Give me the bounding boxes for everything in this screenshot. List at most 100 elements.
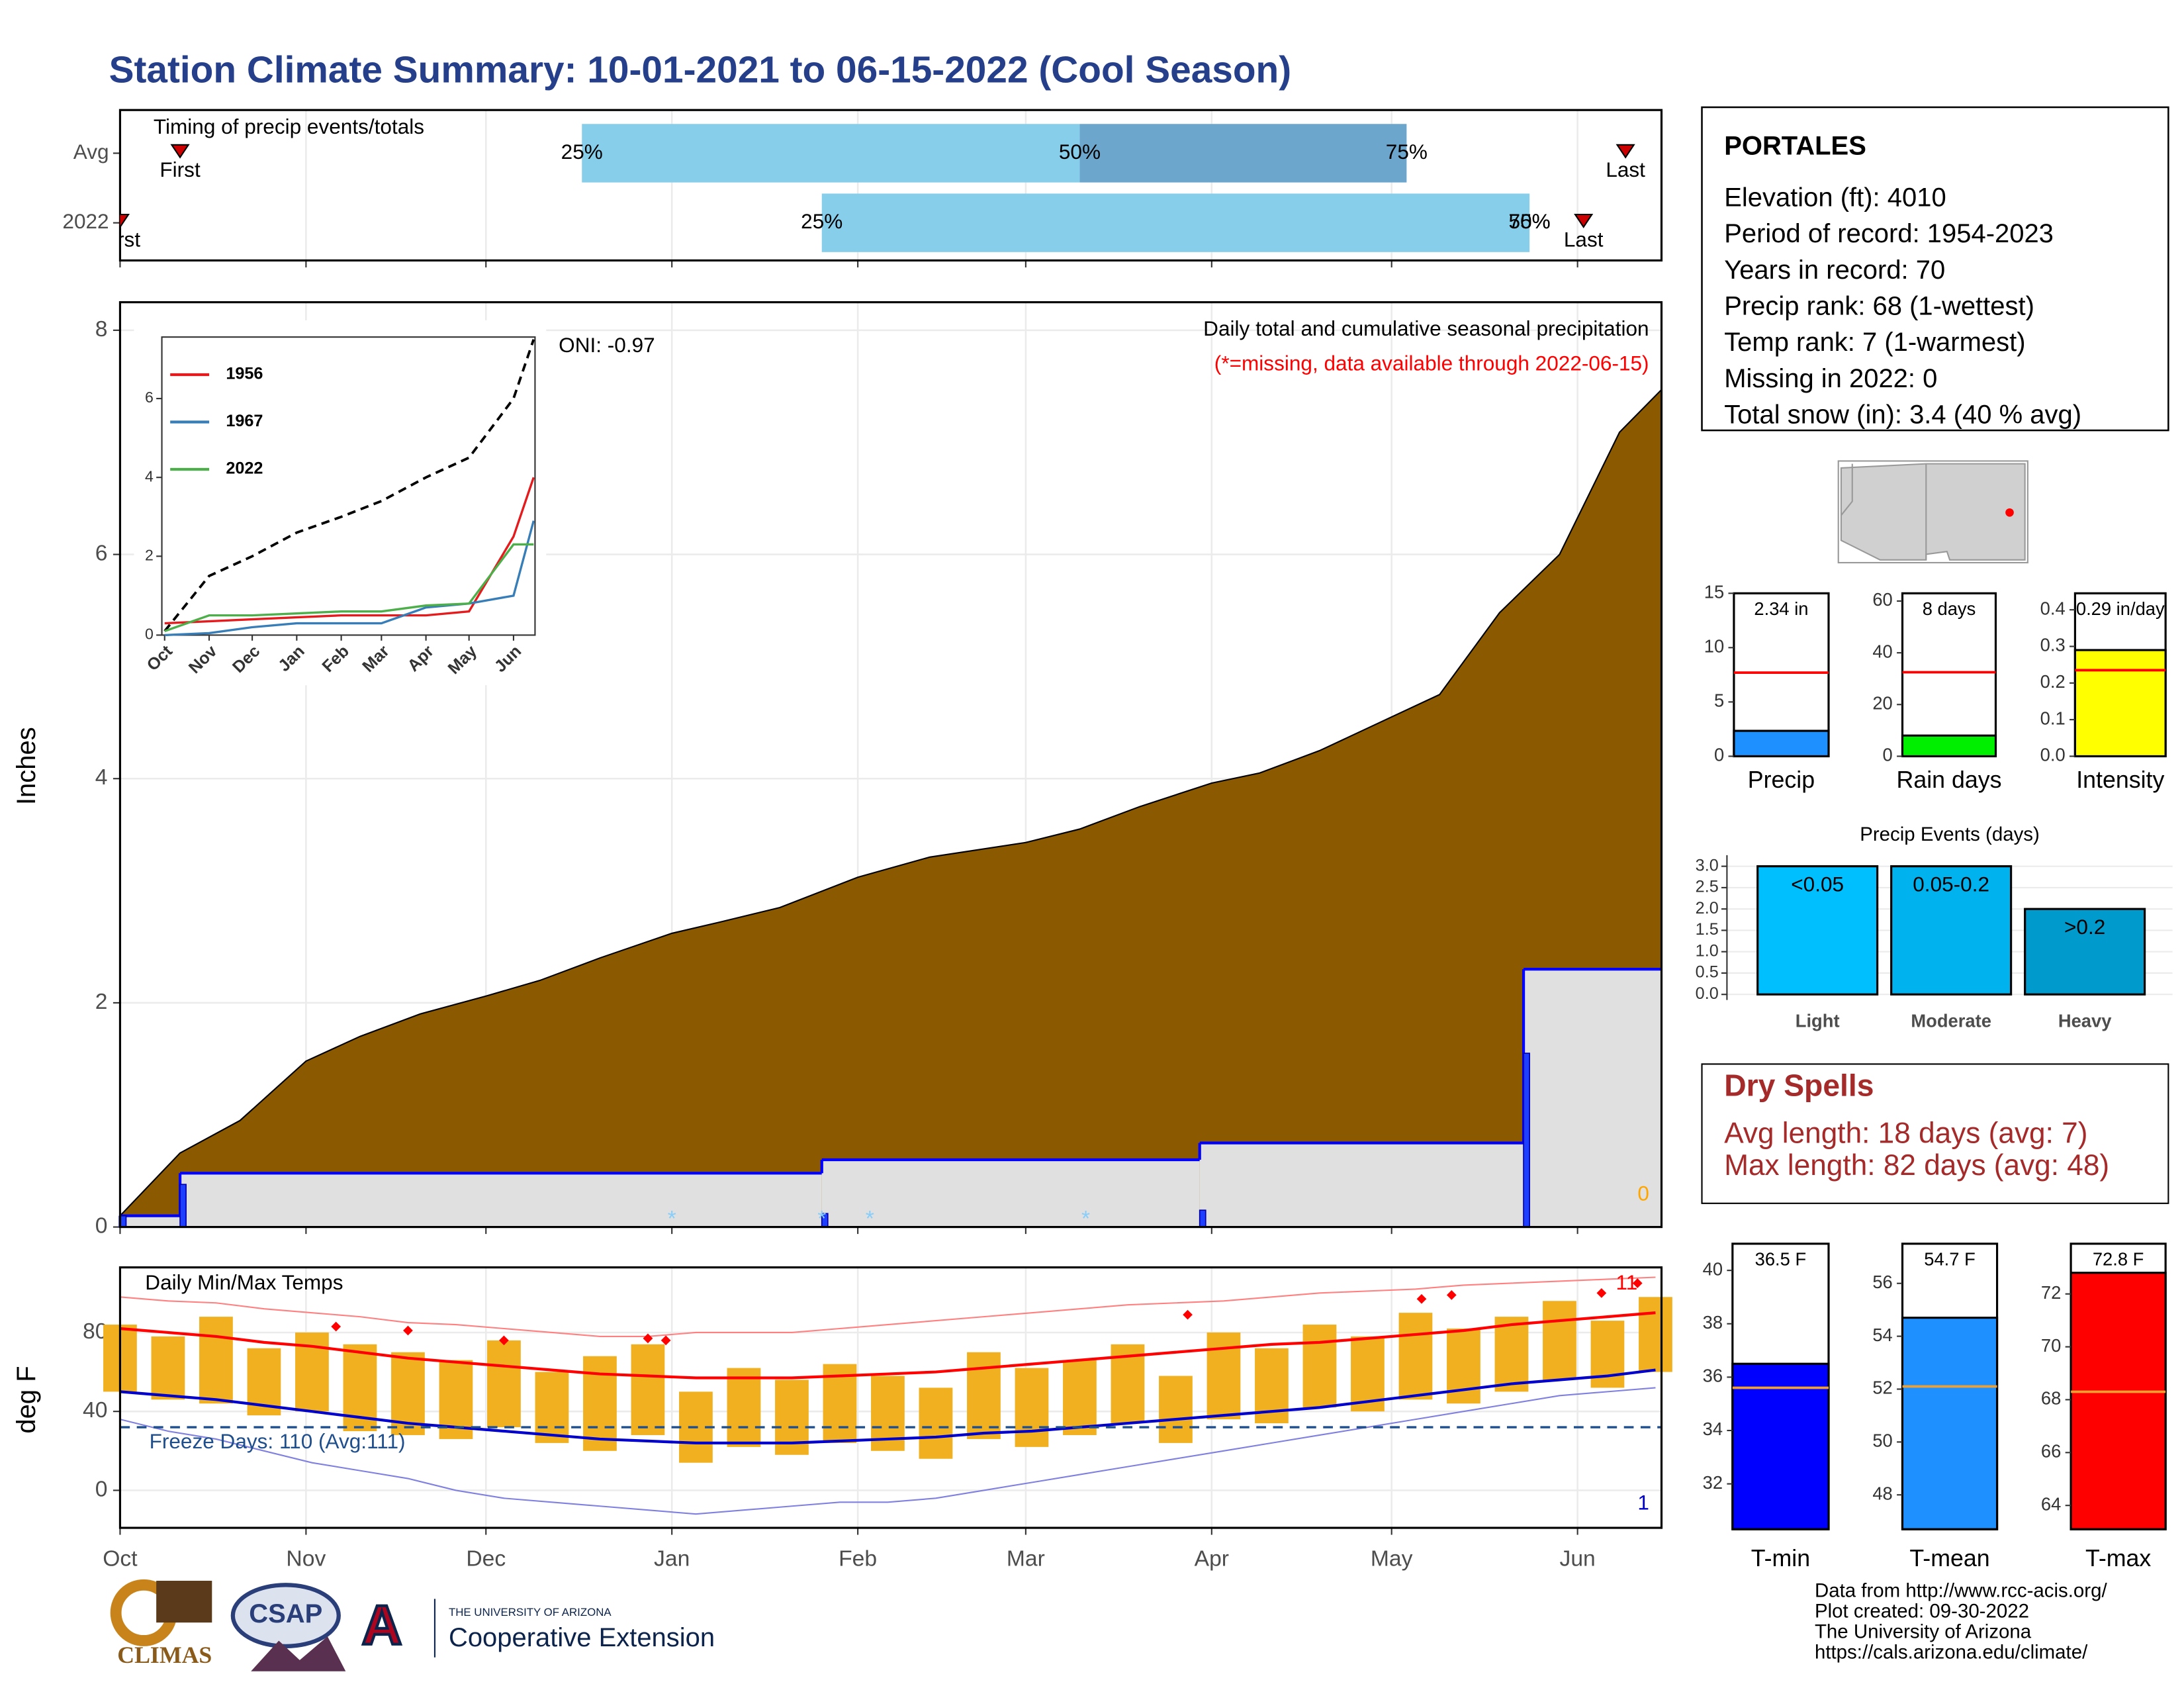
temp-range-bar — [631, 1344, 665, 1435]
footer: Data from http://www.rcc-acis.org/Plot c… — [1815, 1580, 2107, 1664]
y-tick-label: 0 — [95, 1477, 108, 1501]
quartile-label: 75% — [1509, 209, 1551, 233]
cumulative-2022 — [1199, 1143, 1524, 1227]
daily-bar — [179, 1184, 187, 1228]
quartile-bar — [821, 193, 1530, 252]
record-marker — [643, 1333, 653, 1344]
summary-bar — [2073, 649, 2167, 758]
dry-spells-line: Max length: 82 days (avg: 48) — [1724, 1149, 2109, 1182]
summary-bar — [1901, 1317, 1999, 1530]
temp-range-bar — [727, 1368, 761, 1447]
panel-title: Daily Min/Max Temps — [145, 1270, 343, 1294]
station-name: PORTALES — [1724, 132, 1866, 161]
summary-frame — [1901, 592, 1997, 758]
missing-marker: * — [1081, 1207, 1090, 1231]
y-tick-label: 0 — [1714, 745, 1724, 765]
avg-max-line — [120, 1311, 1656, 1380]
event-marker — [120, 213, 130, 228]
station-line: Precip rank: 68 (1-wettest) — [1724, 292, 2034, 321]
y-tick-label: 36 — [1703, 1366, 1723, 1386]
value-label: 72.8 F — [2093, 1248, 2144, 1269]
panel-frame — [118, 109, 1663, 262]
cumulative-2022 — [1524, 969, 1662, 1227]
value-label: 36.5 F — [1755, 1248, 1807, 1269]
x-tick-label: Light — [1796, 1011, 1840, 1031]
y-tick-label: 0.2 — [2040, 671, 2066, 692]
y-tick-label: 3.0 — [1696, 856, 1719, 874]
y-tick-label: 0 — [145, 626, 154, 643]
station-line: Temp rank: 7 (1-warmest) — [1724, 328, 2025, 357]
summary-bar — [2070, 1272, 2167, 1530]
event-label: Last — [1606, 158, 1645, 181]
y-tick-label: 60 — [1872, 589, 1892, 610]
y-tick-label: 1.5 — [1696, 920, 1719, 939]
legend-label: 2022 — [226, 459, 263, 478]
x-tick-label: Mar — [1007, 1546, 1045, 1571]
oni-label: ONI: -0.97 — [559, 333, 655, 357]
station-line: Years in record: 70 — [1724, 256, 1945, 285]
record-high-count: 11 — [1616, 1270, 1638, 1294]
quartile-label: 75% — [1386, 140, 1428, 164]
value-label: 8 days — [1923, 598, 1976, 619]
summary-bar — [1901, 734, 1997, 758]
y-tick-label: 70 — [2041, 1335, 2061, 1356]
x-tick-label: Jan — [654, 1546, 690, 1571]
y-tick-label: 40 — [1872, 641, 1892, 661]
y-tick-label: 20 — [1872, 693, 1892, 714]
daily-bar — [1199, 1209, 1206, 1228]
extension-text: Cooperative Extension — [449, 1623, 715, 1652]
value-label: 2.34 in — [1754, 598, 1808, 619]
main-title: Station Climate Summary: 10-01-2021 to 0… — [109, 49, 1292, 91]
y-tick-label: 0 — [95, 1213, 108, 1238]
y-tick-label: 4 — [95, 765, 108, 790]
temp-range-bar — [1543, 1301, 1576, 1380]
series-line — [164, 520, 535, 637]
y-tick-label: 2.5 — [1696, 878, 1719, 896]
station-dot — [2005, 508, 2014, 517]
summary-bar — [1731, 1362, 1830, 1530]
temp-range-bar — [1063, 1360, 1097, 1435]
x-tick-label: Apr — [1195, 1546, 1229, 1571]
record-marker — [1632, 1278, 1643, 1288]
y-tick-label: 0.0 — [1696, 984, 1719, 1003]
x-tick-label: May — [1371, 1546, 1413, 1571]
station-line: Elevation (ft): 4010 — [1724, 183, 1946, 212]
y-tick-label: 4 — [145, 467, 154, 485]
quartile-bar — [582, 124, 1080, 183]
missing-marker: * — [817, 1207, 826, 1231]
y-tick-label: 68 — [2041, 1388, 2061, 1409]
record-low-line — [120, 1387, 1656, 1515]
climas-logo — [156, 1580, 212, 1623]
x-tick-label: Nov — [286, 1546, 326, 1571]
y-tick-label: 48 — [1872, 1483, 1892, 1503]
y-axis-label: Inches — [12, 727, 41, 805]
legend-label: 1956 — [226, 365, 263, 383]
y-tick-label: 50 — [1872, 1430, 1892, 1451]
x-tick-label: Moderate — [1911, 1011, 1991, 1031]
temp-range-bar — [199, 1317, 233, 1404]
y-tick-label: 64 — [2041, 1493, 2061, 1514]
record-low-count: 1 — [1637, 1491, 1649, 1515]
panel-title: Daily total and cumulative seasonal prec… — [1203, 316, 1649, 340]
missing-count: 0 — [1637, 1182, 1649, 1205]
cumulative-2022 — [821, 1159, 1200, 1227]
record-marker — [1416, 1293, 1427, 1304]
x-tick-label: Dec — [466, 1546, 506, 1571]
dry-spells-box — [1701, 1063, 2169, 1204]
bar — [1890, 865, 2013, 996]
inset-frame — [161, 336, 536, 636]
event-marker — [1574, 213, 1594, 228]
map-states — [1840, 463, 2026, 561]
temp-range-bar — [919, 1387, 953, 1459]
y-tick-label: 2 — [95, 990, 108, 1014]
y-tick-label: 32 — [1703, 1472, 1723, 1493]
university-text: THE UNIVERSITY OF ARIZONA — [449, 1606, 612, 1618]
y-axis-label: deg F — [12, 1366, 41, 1433]
value-label: 54.7 F — [1924, 1248, 1976, 1269]
panel-subtitle: (*=missing, data available through 2022-… — [1214, 352, 1649, 375]
station-line: Missing in 2022: 0 — [1724, 364, 1937, 393]
record-marker — [331, 1321, 341, 1332]
temp-range-bar — [151, 1336, 185, 1400]
temp-range-bar — [1015, 1368, 1049, 1447]
